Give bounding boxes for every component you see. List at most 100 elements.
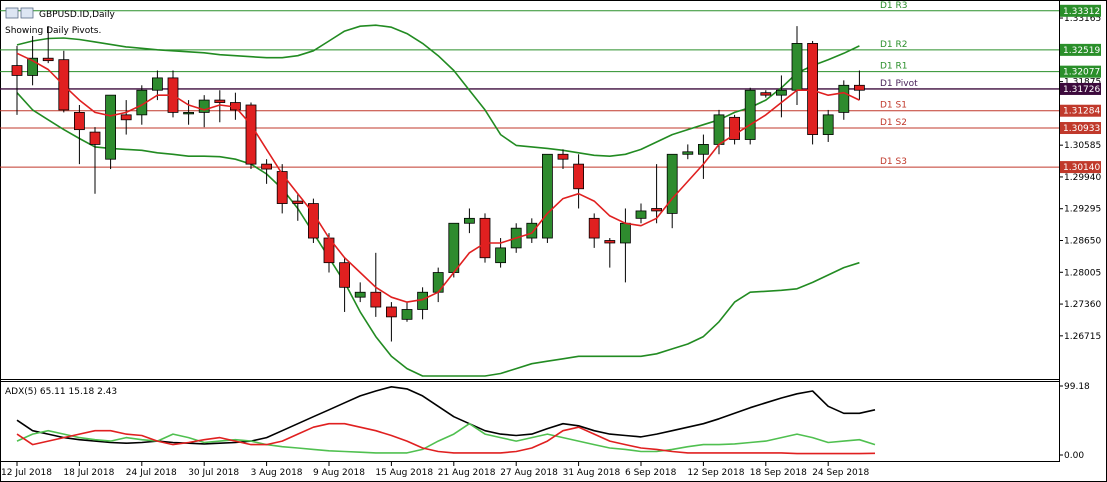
candle-body-bull	[776, 89, 787, 96]
pivot-price-tag-text: 1.31284	[1063, 107, 1100, 117]
candle	[479, 213, 491, 263]
candle	[214, 90, 226, 123]
candle	[838, 80, 850, 120]
candle-body-bear	[42, 57, 54, 62]
candle-body-bear	[292, 200, 304, 204]
candle-body-bull	[526, 222, 538, 239]
candle	[74, 105, 85, 165]
pivot-price-tag-text: 1.33312	[1063, 7, 1100, 17]
candle-body-bull	[27, 57, 39, 76]
pivot-price-tag	[1060, 122, 1101, 135]
candle	[354, 282, 366, 303]
price-tick-label: 1.33165	[1064, 14, 1101, 24]
candle-body-bear	[385, 306, 397, 318]
candle	[120, 100, 132, 135]
time-tick-label: 12 Sep 2018	[687, 468, 744, 478]
candle-body-bull	[791, 43, 803, 91]
time-tick-label: 3 Aug 2018	[251, 468, 303, 478]
candle	[385, 302, 397, 342]
pivot-label: D1 S3	[880, 157, 907, 167]
candle-body-bear	[339, 262, 351, 288]
candle-body-bull	[682, 151, 694, 155]
candle	[651, 164, 662, 224]
adx-series-line	[16, 422, 876, 454]
price-tick-label: 1.29940	[1064, 173, 1101, 183]
pivot-label: D1 S2	[880, 118, 907, 128]
candle	[807, 40, 818, 145]
symbol-header: GBPUSD.ID,Daily Showing Daily Pivots.	[5, 7, 116, 36]
candle	[573, 154, 584, 209]
pivot-price-tag	[1060, 104, 1101, 117]
candle-body-bear	[760, 92, 772, 96]
candle-body-bear	[651, 208, 662, 212]
candle	[245, 102, 257, 170]
candle	[698, 134, 709, 179]
candle-body-bear	[370, 291, 382, 308]
candle	[292, 193, 304, 221]
pivot-price-tag-text: 1.32519	[1063, 46, 1100, 56]
candle	[744, 87, 756, 145]
pivot-label: D1 R1	[880, 62, 908, 72]
candle-body-bear	[854, 84, 865, 91]
price-tick-label: 1.29295	[1064, 205, 1101, 215]
pivot-price-tags: 1.33312 1.32519 1.32077 1.31726 1.31284 1.309…	[1060, 4, 1101, 174]
candle	[557, 149, 569, 170]
candle-body-bear	[604, 240, 616, 244]
candle	[276, 164, 288, 214]
time-tick-label: 12 Jul 2018	[1, 468, 52, 478]
candle-body-bear	[74, 111, 85, 131]
candle-body-bull	[698, 144, 709, 155]
time-axis: 12 Jul 2018 18 Jul 2018 24 Jul 2018 30 Jul …	[1, 462, 870, 478]
candle-body-bull	[354, 291, 366, 298]
candle	[542, 153, 553, 243]
pivot-price-tag	[1060, 82, 1101, 95]
candle	[604, 238, 616, 268]
time-tick-label: 24 Jul 2018	[126, 468, 177, 478]
bollinger-lower	[16, 92, 860, 377]
candle	[682, 144, 694, 160]
candle-body-bear	[11, 65, 23, 76]
chart-window-icon	[5, 7, 19, 19]
candle	[526, 218, 538, 243]
candle-body-bear	[120, 114, 132, 121]
ma-line	[16, 52, 860, 303]
candle-body-bull	[744, 89, 756, 140]
candle-body-bear	[573, 163, 584, 190]
candle	[401, 302, 413, 322]
candle-body-bear	[89, 131, 101, 145]
candle-body-bear	[276, 171, 288, 204]
candle	[105, 94, 116, 170]
candle-body-bull	[713, 114, 725, 145]
pivot-price-tag	[1060, 4, 1101, 17]
candle-body-bull	[666, 153, 678, 214]
time-tick-label: 27 Aug 2018	[500, 468, 558, 478]
candle-body-bull	[495, 247, 507, 264]
candle-body-bull	[105, 94, 116, 160]
pivot-price-tag	[1060, 161, 1101, 174]
price-tick-label: 1.26715	[1064, 332, 1101, 342]
candle-body-bull	[822, 114, 834, 135]
price-tick-label: 1.28650	[1064, 237, 1101, 247]
price-tick-label: 1.31875	[1064, 78, 1101, 88]
pivot-label: D1 R3	[880, 1, 908, 11]
candle	[11, 45, 23, 115]
adx-tick-label: 0.00	[1064, 451, 1084, 461]
time-tick-label: 9 Aug 2018	[313, 468, 365, 478]
candle	[776, 75, 787, 118]
candle-body-bear	[479, 217, 491, 259]
candle	[370, 252, 382, 317]
candle	[463, 208, 475, 234]
candle-body-bear	[729, 116, 740, 140]
time-tick-label: 21 Aug 2018	[438, 468, 496, 478]
pivot-price-tag-text: 1.30140	[1063, 163, 1100, 173]
pivot-price-tag	[1060, 43, 1101, 56]
candle	[339, 257, 351, 312]
candle	[261, 159, 273, 184]
price-tick-label: 1.27360	[1064, 300, 1101, 310]
candle	[666, 153, 678, 229]
time-tick-label: 6 Sep 2018	[625, 468, 677, 478]
price-tick-label: 1.30585	[1064, 141, 1101, 151]
candle-body-bear	[807, 43, 818, 135]
adx-lines	[16, 385, 876, 455]
candle-body-bear	[214, 99, 226, 103]
